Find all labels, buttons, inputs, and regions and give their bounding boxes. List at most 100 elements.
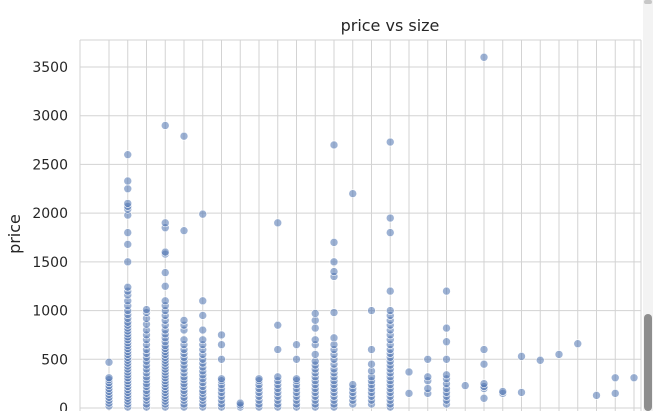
data-point (273, 372, 283, 382)
scrollbar[interactable] (643, 0, 653, 411)
data-point (104, 373, 114, 383)
y-tick-label: 500 (41, 352, 68, 368)
data-point (310, 335, 320, 345)
data-point (610, 389, 620, 398)
data-point (442, 337, 451, 347)
data-point (517, 352, 526, 361)
data-point (160, 268, 170, 277)
data-point (423, 354, 433, 364)
data-point (160, 296, 170, 306)
data-point (123, 150, 133, 159)
data-point (310, 350, 320, 359)
data-point (198, 209, 208, 219)
data-point (610, 373, 620, 383)
y-tick-label: 2000 (32, 206, 68, 222)
data-point (142, 305, 151, 314)
data-point (479, 393, 489, 403)
data-point (460, 381, 470, 390)
data-point (179, 316, 189, 325)
data-point (404, 389, 414, 398)
data-point (385, 306, 395, 315)
scrollbar-up[interactable] (644, 0, 652, 4)
data-point (123, 257, 133, 267)
data-point (104, 357, 114, 367)
y-tick-label: 0 (59, 401, 68, 411)
data-point (123, 199, 133, 208)
data-point (385, 286, 395, 296)
data-point (329, 333, 339, 343)
data-point (160, 281, 170, 291)
data-point (198, 311, 208, 320)
data-point (329, 267, 339, 276)
data-point (329, 308, 339, 317)
y-tick-label: 2500 (32, 157, 68, 173)
data-point (442, 323, 451, 333)
data-point (123, 176, 133, 186)
data-point (367, 306, 376, 315)
data-point (592, 391, 601, 400)
data-point (423, 372, 433, 382)
data-point (573, 339, 583, 348)
data-point (404, 367, 414, 377)
data-point (160, 247, 170, 257)
scrollbar-thumb[interactable] (644, 314, 652, 411)
data-point (217, 340, 226, 349)
data-point (479, 379, 489, 388)
data-point (273, 320, 283, 330)
data-point (479, 359, 489, 369)
data-point (517, 388, 526, 397)
data-point (217, 374, 226, 384)
data-point (442, 354, 451, 364)
data-point (273, 218, 283, 228)
data-point (498, 387, 508, 396)
data-point (160, 121, 170, 130)
points (104, 52, 639, 411)
data-point (179, 131, 189, 141)
data-point (329, 257, 339, 267)
y-axis-label: price (5, 214, 24, 254)
data-point (273, 345, 283, 354)
data-point (123, 228, 133, 237)
data-point (179, 335, 189, 345)
data-point (160, 218, 170, 228)
data-point (123, 282, 133, 292)
data-point (367, 345, 376, 354)
y-tick-label: 3000 (32, 109, 68, 125)
data-point (442, 370, 451, 380)
data-point (310, 309, 320, 318)
data-point (554, 350, 564, 359)
data-point (385, 213, 395, 223)
grid (79, 39, 642, 411)
data-point (367, 359, 376, 369)
y-tick-label: 3500 (32, 60, 68, 76)
data-point (629, 373, 639, 383)
y-axis-ticks: 0 500 1000 1500 2000 2500 3000 3500 (32, 60, 68, 411)
data-point (385, 137, 395, 147)
y-tick-label: 1000 (32, 304, 68, 320)
data-point (348, 380, 358, 389)
data-point (198, 335, 208, 345)
data-point (423, 384, 433, 393)
data-point (292, 340, 301, 349)
data-point (292, 354, 301, 364)
data-point (329, 238, 339, 247)
data-point (198, 325, 208, 335)
data-point (217, 354, 226, 364)
data-point (254, 374, 264, 384)
data-point (292, 374, 301, 384)
data-point (479, 345, 489, 354)
data-point (385, 228, 395, 237)
data-point (310, 323, 320, 333)
data-point (198, 296, 208, 306)
data-point (348, 189, 358, 198)
data-point (329, 140, 339, 150)
data-point (217, 330, 226, 340)
data-point (479, 52, 489, 62)
data-point (442, 286, 451, 296)
chart-title: price vs size (341, 16, 440, 35)
data-point (123, 240, 133, 249)
y-tick-label: 1500 (32, 255, 68, 271)
data-point (179, 226, 189, 235)
data-point (123, 184, 133, 194)
